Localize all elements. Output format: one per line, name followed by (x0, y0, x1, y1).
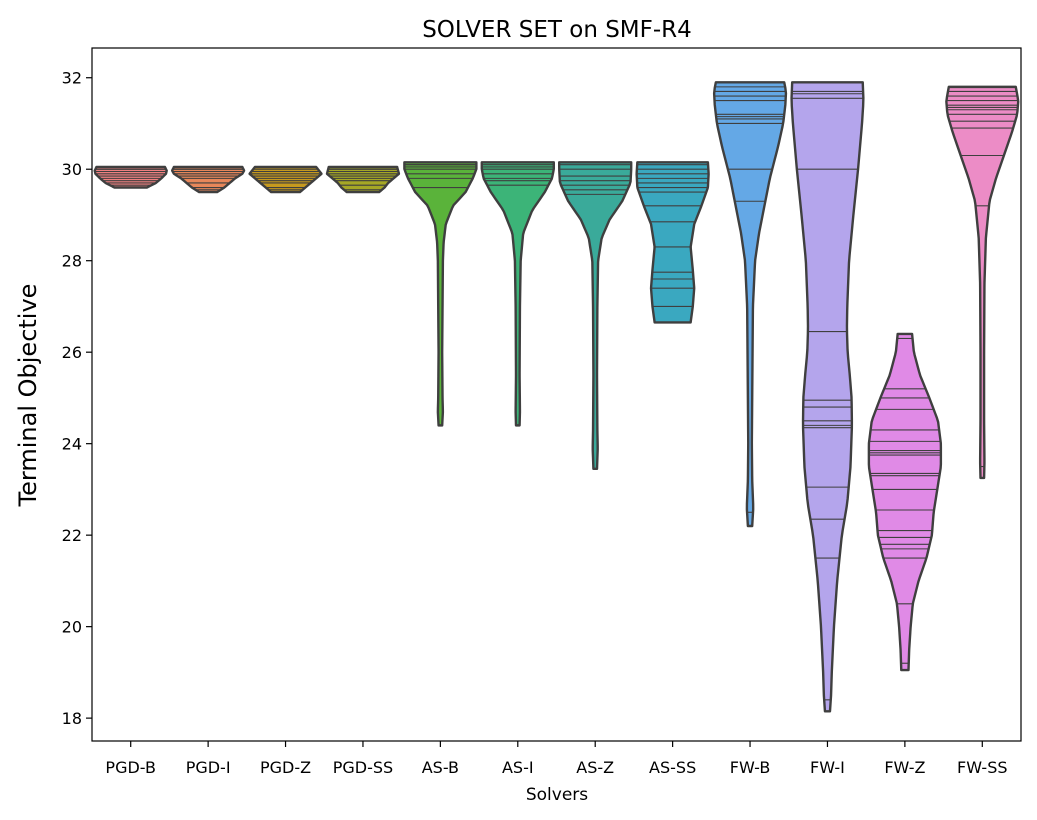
x-tick-label: AS-I (502, 758, 534, 777)
x-axis-label: Solvers (526, 785, 588, 805)
violin-body (327, 166, 399, 193)
x-tick-label: AS-Z (576, 758, 614, 777)
x-tick-label: AS-B (422, 758, 459, 777)
y-axis: 18 20 22 24 26 28 30 32 (62, 69, 92, 728)
x-tick-label: FW-SS (957, 758, 1007, 777)
violin-fw-i (790, 81, 865, 713)
violin-outline (403, 161, 478, 427)
violin-as-i (480, 161, 555, 427)
y-axis-label: Terminal Objective (14, 284, 42, 508)
violin-fw-b (712, 81, 788, 528)
violin-pgd-ss (325, 165, 401, 194)
violin-body (946, 86, 1019, 478)
x-tick-label: FW-B (730, 758, 771, 777)
y-tick-label: 26 (62, 343, 82, 362)
x-tick-label: AS-SS (649, 758, 696, 777)
violin-body (559, 162, 632, 469)
violins (93, 81, 1020, 713)
violin-pgd-i (170, 165, 246, 194)
violin-outline (325, 165, 401, 194)
violin-outline (558, 161, 633, 471)
violin-body (249, 166, 322, 193)
x-tick-label: FW-I (810, 758, 845, 777)
x-tick-label: PGD-B (105, 758, 156, 777)
chart-title: SOLVER SET on SMF-R4 (422, 17, 692, 43)
violin-fw-z (867, 332, 943, 672)
x-tick-label: FW-Z (884, 758, 925, 777)
violin-body (868, 333, 941, 671)
violin-outline (93, 165, 168, 189)
y-tick-label: 18 (62, 709, 82, 728)
x-axis: PGD-B PGD-I PGD-Z PGD-SS AS-B AS-I AS-Z AS-SS FW… (105, 741, 1008, 777)
violin-body (404, 162, 477, 426)
violin-outline (480, 161, 555, 427)
violin-fw-ss (945, 85, 1020, 480)
violin-as-z (558, 161, 633, 471)
violin-body (714, 82, 786, 527)
x-tick-label: PGD-SS (333, 758, 393, 777)
violin-pgd-b (93, 165, 168, 189)
x-tick-label: PGD-Z (260, 758, 311, 777)
violin-body (481, 162, 554, 426)
y-tick-label: 22 (62, 526, 82, 545)
violin-outline (867, 332, 943, 672)
y-tick-label: 20 (62, 618, 82, 637)
y-tick-label: 28 (62, 252, 82, 271)
y-tick-label: 24 (62, 435, 82, 454)
violin-body (94, 166, 167, 188)
violin-outline (248, 165, 323, 194)
y-tick-label: 32 (62, 69, 82, 88)
y-tick-label: 30 (62, 160, 82, 179)
violin-pgd-z (248, 165, 323, 194)
violin-outline (635, 161, 710, 324)
plot-frame (91, 47, 1022, 742)
violin-as-b (403, 161, 478, 427)
violin-outline (170, 165, 246, 194)
violin-as-ss (635, 161, 710, 324)
violin-body (636, 162, 709, 323)
violin-outline (712, 81, 788, 528)
violin-outline (790, 81, 865, 713)
violin-outline (945, 85, 1020, 480)
violin-body (791, 82, 864, 712)
x-tick-label: PGD-I (186, 758, 231, 777)
